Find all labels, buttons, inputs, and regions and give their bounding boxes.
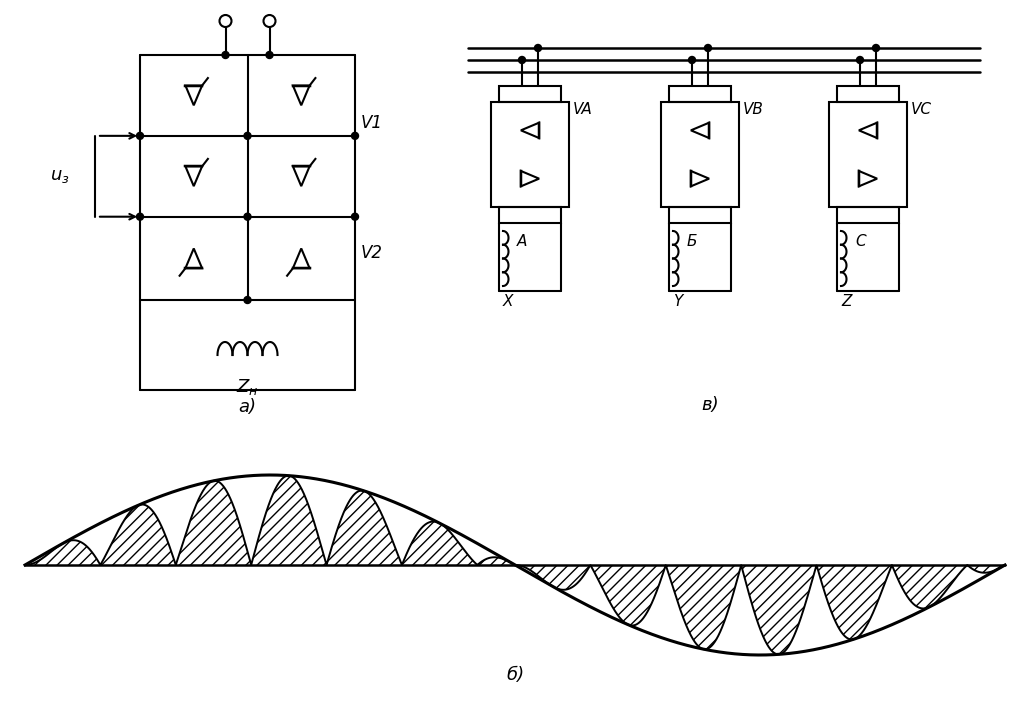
Circle shape: [244, 213, 251, 220]
Circle shape: [534, 44, 541, 52]
Bar: [669, 207, 731, 223]
Circle shape: [244, 297, 251, 303]
Bar: [491, 102, 569, 207]
Circle shape: [352, 132, 359, 140]
Text: V2: V2: [361, 244, 383, 262]
Circle shape: [266, 52, 273, 58]
Bar: [499, 207, 561, 223]
Circle shape: [244, 132, 251, 140]
Text: a): a): [238, 398, 257, 416]
Polygon shape: [859, 123, 877, 138]
Text: б): б): [506, 666, 524, 684]
Polygon shape: [293, 86, 309, 105]
Polygon shape: [293, 166, 309, 186]
Text: Z: Z: [841, 294, 852, 309]
Text: V1: V1: [361, 114, 383, 132]
Text: $u_з$: $u_з$: [51, 167, 70, 185]
Circle shape: [136, 213, 143, 220]
Text: $Z_н$: $Z_н$: [236, 377, 259, 397]
Text: VB: VB: [743, 102, 764, 117]
Circle shape: [352, 213, 359, 220]
Circle shape: [689, 57, 696, 63]
Circle shape: [222, 52, 229, 58]
Circle shape: [704, 44, 711, 52]
Polygon shape: [186, 86, 202, 105]
Text: A: A: [517, 234, 528, 249]
Bar: [837, 86, 899, 102]
Polygon shape: [186, 166, 202, 186]
Polygon shape: [691, 123, 709, 138]
Text: в): в): [701, 396, 719, 414]
Polygon shape: [691, 171, 709, 186]
Bar: [661, 102, 739, 207]
Bar: [829, 102, 907, 207]
Bar: [837, 207, 899, 223]
Text: C: C: [855, 234, 866, 249]
Circle shape: [872, 44, 879, 52]
Text: VC: VC: [911, 102, 932, 117]
Circle shape: [519, 57, 526, 63]
Bar: [669, 86, 731, 102]
Polygon shape: [521, 171, 539, 186]
Text: Б: Б: [687, 234, 698, 249]
Polygon shape: [521, 123, 539, 138]
Circle shape: [857, 57, 864, 63]
Circle shape: [136, 132, 143, 140]
Text: Y: Y: [673, 294, 683, 309]
Bar: [499, 86, 561, 102]
Polygon shape: [859, 171, 877, 186]
Polygon shape: [186, 249, 202, 268]
Text: VA: VA: [573, 102, 593, 117]
Polygon shape: [293, 249, 309, 268]
Text: X: X: [503, 294, 513, 309]
